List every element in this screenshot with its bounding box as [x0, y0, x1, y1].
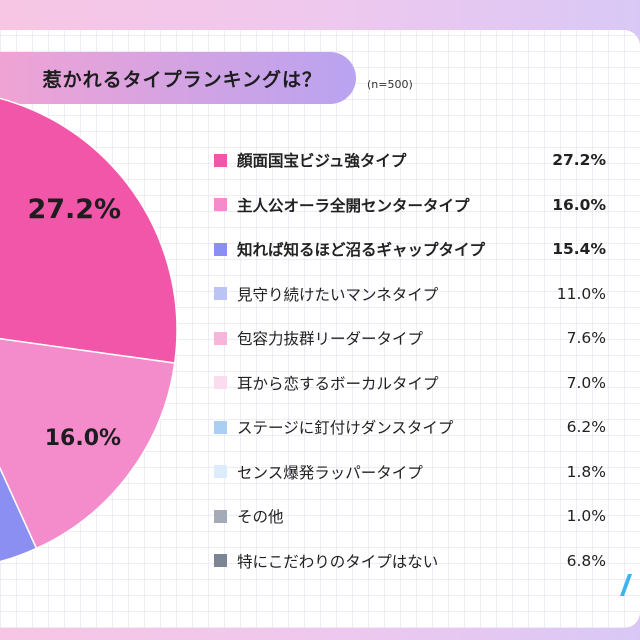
- legend-value: 6.8%: [566, 551, 606, 570]
- legend-value: 1.0%: [566, 507, 606, 526]
- legend-label: 顔面国宝ビジュ強タイプ: [237, 152, 407, 171]
- sample-size-note: (n=500): [367, 78, 413, 91]
- legend-label: 耳から恋するボーカルタイプ: [237, 374, 439, 393]
- legend-value: 6.2%: [566, 418, 606, 437]
- legend-swatch: [214, 153, 227, 167]
- legend-value: 7.0%: [566, 373, 606, 392]
- legend-item: ステージに釘付けダンスタイプ 6.2%: [214, 405, 606, 450]
- legend-swatch: [214, 420, 227, 434]
- legend-label: センス爆発ラッパータイプ: [237, 463, 423, 482]
- legend-item: 包容力抜群リーダータイプ 7.6%: [214, 316, 606, 361]
- legend-value: 16.0%: [552, 195, 606, 214]
- legend-item: センス爆発ラッパータイプ 1.8%: [214, 450, 606, 495]
- legend-item: 見守り続けたいマンネタイプ 11.0%: [214, 272, 606, 317]
- legend-label: 知れば知るほど沼るギャップタイプ: [237, 241, 486, 260]
- legend-item: 知れば知るほど沼るギャップタイプ 15.4%: [214, 227, 606, 272]
- legend-value: 1.8%: [566, 462, 606, 481]
- legend-label: 主人公オーラ全開センタータイプ: [237, 196, 470, 215]
- legend-label: 見守り続けたいマンネタイプ: [237, 285, 439, 304]
- legend-item: 耳から恋するボーカルタイプ 7.0%: [214, 361, 606, 406]
- legend-item: 顔面国宝ビジュ強タイプ 27.2%: [214, 138, 606, 183]
- chart-legend: 顔面国宝ビジュ強タイプ 27.2% 主人公オーラ全開センタータイプ 16.0% 知れば知…: [214, 138, 606, 583]
- legend-item: 主人公オーラ全開センタータイプ 16.0%: [214, 183, 606, 228]
- legend-swatch: [214, 198, 227, 212]
- legend-item: その他 1.0%: [214, 494, 606, 539]
- legend-label: その他: [237, 508, 284, 527]
- title-pill: 惹かれるタイプランキングは？: [0, 52, 356, 104]
- legend-label: 包容力抜群リーダータイプ: [237, 330, 424, 349]
- legend-swatch: [214, 554, 227, 568]
- legend-value: 11.0%: [556, 284, 606, 303]
- legend-item: 特にこだわりのタイプはない 6.8%: [214, 539, 606, 584]
- brand-mark-icon: [620, 574, 632, 596]
- legend-label: ステージに釘付けダンスタイプ: [237, 419, 454, 438]
- legend-swatch: [214, 509, 227, 523]
- legend-value: 15.4%: [552, 240, 606, 259]
- legend-swatch: [214, 331, 227, 345]
- legend-swatch: [214, 465, 227, 479]
- legend-swatch: [214, 287, 227, 301]
- legend-value: 7.6%: [566, 329, 606, 348]
- legend-value: 27.2%: [552, 151, 606, 170]
- legend-swatch: [214, 376, 227, 390]
- chart-title: 惹かれるタイプランキングは？: [42, 68, 322, 91]
- legend-label: 特にこだわりのタイプはない: [237, 552, 439, 571]
- legend-swatch: [214, 242, 227, 256]
